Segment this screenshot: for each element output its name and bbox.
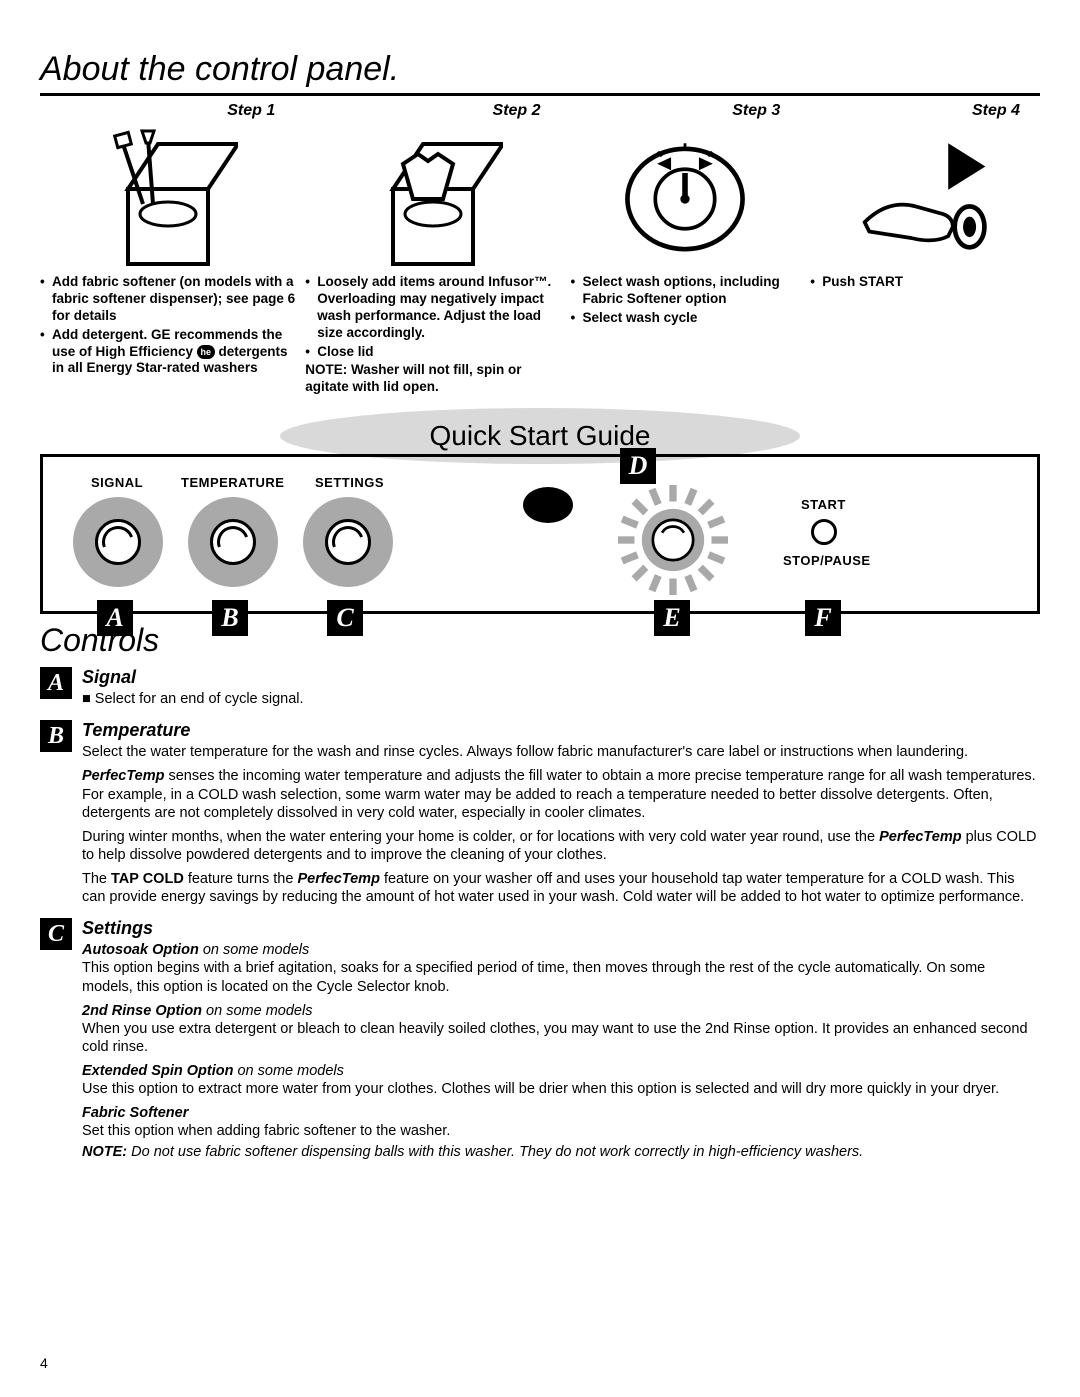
step-2-bullets: Loosely add items around Infusor™. Overl…: [305, 274, 560, 360]
start-button-icon: [811, 519, 837, 545]
control-c-row: C Settings Autosoak Option on some model…: [40, 918, 1040, 1166]
step-3-bullet-1: Select wash options, including Fabric So…: [571, 274, 801, 308]
label-signal: SIGNAL: [91, 475, 143, 490]
control-panel-diagram: SIGNAL TEMPERATURE SETTINGS: [40, 454, 1040, 614]
step-1-bullet-1: Add fabric softener (on models with a fa…: [40, 274, 295, 325]
step-4-bullet-1: Push START: [810, 274, 1040, 291]
control-b-body: Select the water temperature for the was…: [82, 743, 1040, 906]
control-a-heading: Signal: [82, 667, 1040, 688]
step-3-label: Step 3: [571, 102, 801, 120]
badge-a: A: [97, 600, 133, 636]
control-a-row: A Signal Select for an end of cycle sign…: [40, 667, 1040, 714]
badge-f: F: [805, 600, 841, 636]
step-1-illustration: [40, 124, 295, 274]
badge-d: D: [620, 448, 656, 484]
step-2-note: NOTE: Washer will not fill, spin or agit…: [305, 362, 560, 396]
step-1-bullets: Add fabric softener (on models with a fa…: [40, 274, 295, 377]
page-number: 4: [40, 1355, 48, 1371]
badge-e: E: [654, 600, 690, 636]
step-4: Step 4 Push START: [810, 102, 1040, 396]
controls-heading: Controls: [40, 622, 1040, 659]
he-icon: he: [197, 345, 215, 359]
step-1-label: Step 1: [40, 102, 295, 120]
step-4-label: Step 4: [810, 102, 1040, 120]
page-title: About the control panel.: [40, 50, 1040, 89]
label-temperature: TEMPERATURE: [181, 475, 284, 490]
cycle-dial: [618, 485, 728, 595]
badge-b: B: [212, 600, 248, 636]
control-c-body: Autosoak Option on some models This opti…: [82, 941, 1040, 1160]
label-stop-pause: STOP/PAUSE: [783, 553, 871, 568]
control-b-heading: Temperature: [82, 720, 1040, 741]
control-b-row: B Temperature Select the water temperatu…: [40, 720, 1040, 912]
label-settings: SETTINGS: [315, 475, 384, 490]
step-2-label: Step 2: [305, 102, 560, 120]
step-1: Step 1 Add fabric softener (on models wi…: [40, 102, 295, 396]
control-c-badge: C: [40, 918, 72, 950]
step-4-bullets: Push START: [810, 274, 1040, 291]
knob-temperature: [188, 497, 278, 587]
step-2-illustration: [305, 124, 560, 274]
control-a-badge: A: [40, 667, 72, 699]
control-c-heading: Settings: [82, 918, 1040, 939]
step-1-bullet-2: Add detergent. GE recommends the use of …: [40, 327, 295, 378]
indicator-dot: [523, 487, 573, 523]
knob-settings: [303, 497, 393, 587]
step-3-bullet-2: Select wash cycle: [571, 310, 801, 327]
step-4-illustration: [810, 124, 1040, 274]
step-2: Step 2 Loosely add items around Infusor™…: [305, 102, 560, 396]
step-3: Step 3 Select wash options, including Fa…: [571, 102, 801, 396]
control-a-bullet: Select for an end of cycle signal.: [82, 690, 1040, 708]
control-b-badge: B: [40, 720, 72, 752]
step-3-bullets: Select wash options, including Fabric So…: [571, 274, 801, 327]
badge-c: C: [327, 600, 363, 636]
step-3-illustration: [571, 124, 801, 274]
step-2-bullet-1: Loosely add items around Infusor™. Overl…: [305, 274, 560, 342]
knob-signal: [73, 497, 163, 587]
title-rule: [40, 93, 1040, 96]
steps-row: Step 1 Add fabric softener (on models wi…: [40, 102, 1040, 396]
step-2-bullet-2: Close lid: [305, 344, 560, 361]
label-start: START: [801, 497, 846, 512]
